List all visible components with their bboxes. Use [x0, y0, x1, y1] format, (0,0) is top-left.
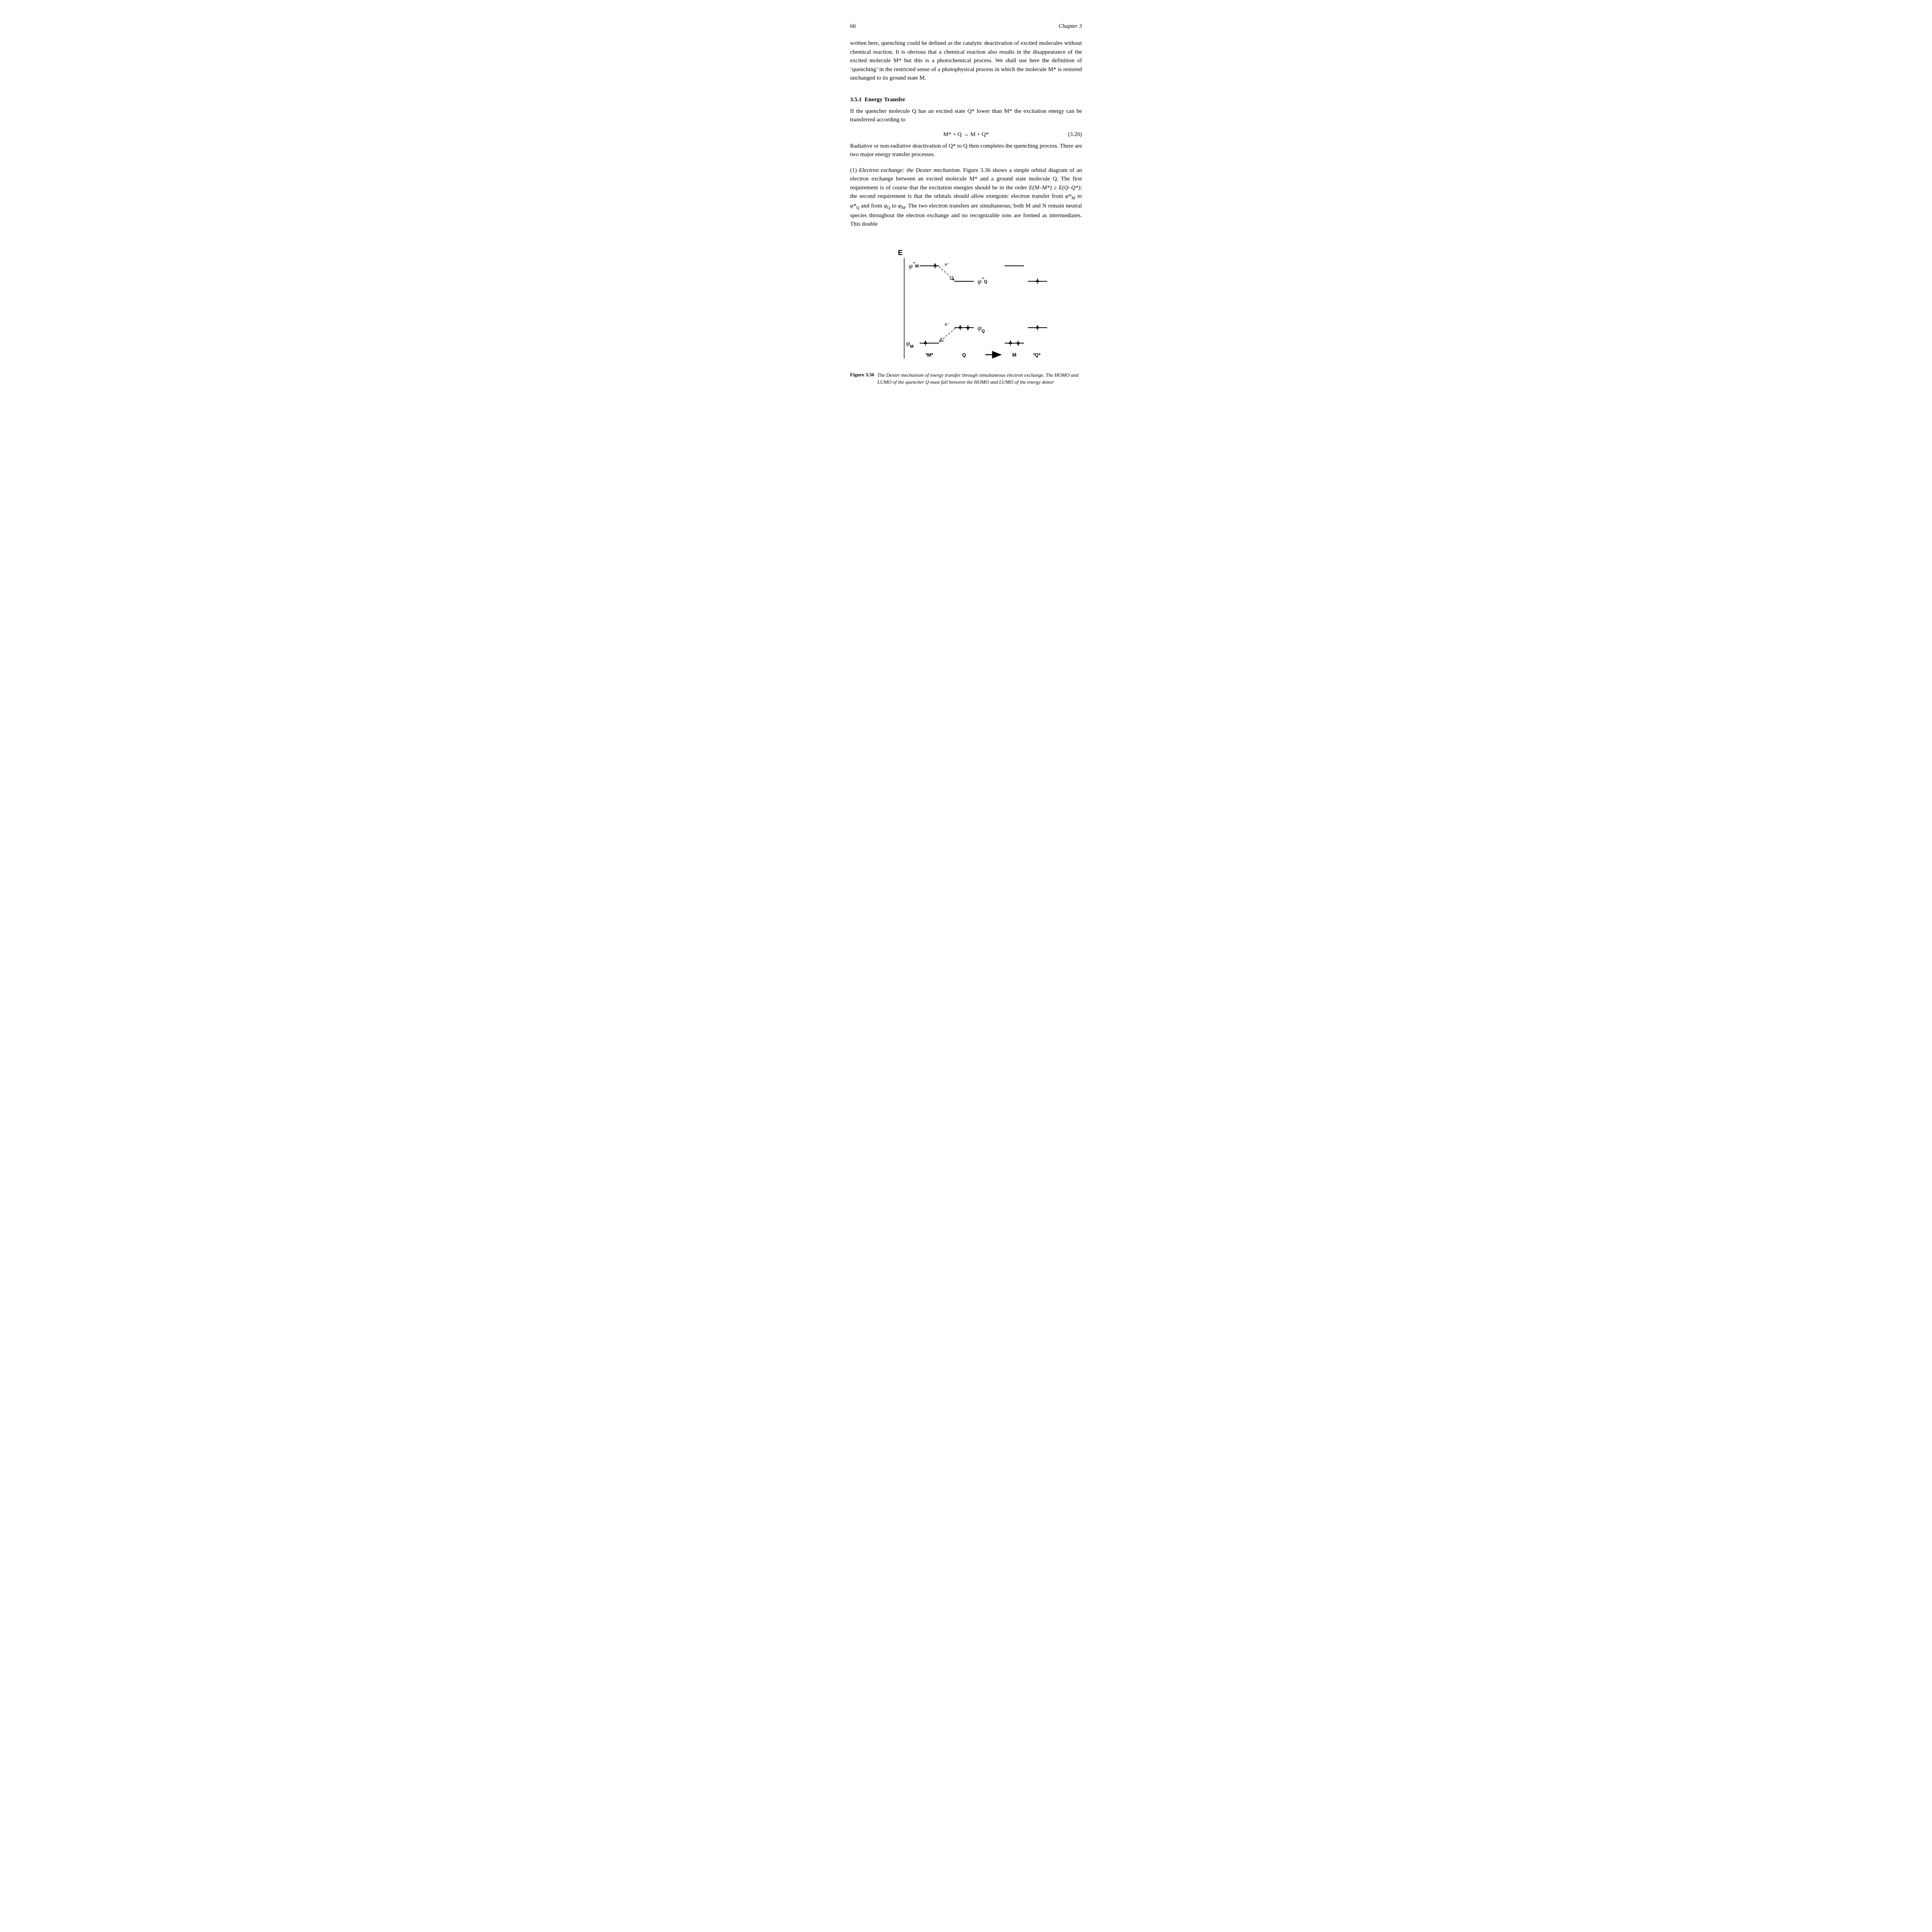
equation-number: (3.20) [1068, 131, 1082, 138]
paragraph-1: If the quencher molecule Q has an excite… [850, 107, 1082, 124]
p3-italic: Electron exchange: the Dexter mechanism. [859, 167, 961, 173]
p3-between3: to [890, 203, 898, 209]
svg-text:M: M [1012, 352, 1017, 358]
p3-phi1-sub: M [1071, 196, 1075, 201]
p3-phi4-sub: M [901, 206, 905, 210]
equation-3-20: M* + Q → M + Q* (3.20) [850, 131, 1082, 138]
paragraph-2: Radiative or non-radiative deactivation … [850, 142, 1082, 159]
svg-text:Q: Q [962, 352, 966, 358]
p3-phi3: φ [884, 203, 887, 209]
figure-3-36: Eφ*M φ*Q φQ φM e⁻ e⁻ ³M* Q M ³Q* Figure 3.36 The … [850, 243, 1082, 386]
p3-phi2-sub: Q [856, 206, 859, 210]
svg-text:φQ: φQ [978, 324, 985, 333]
section-number: 3.5.1 [850, 97, 862, 103]
p3-math: E(M–M*) ≥ E(Q–Q*) [1029, 185, 1080, 191]
svg-text:e⁻: e⁻ [945, 321, 950, 327]
p3-prefix: (1) [850, 167, 859, 173]
caption-text: The Dexter mechanism of energy transfer … [878, 372, 1082, 386]
page-number: 66 [850, 23, 856, 30]
caption-label: Figure 3.36 [850, 372, 874, 386]
dexter-diagram: Eφ*M φ*Q φQ φM e⁻ e⁻ ³M* Q M ³Q* [885, 243, 1047, 366]
figure-caption: Figure 3.36 The Dexter mechanism of ener… [850, 372, 1082, 386]
p3-between1: to [1075, 193, 1082, 199]
running-header: 66 Chapter 3 [850, 23, 1082, 30]
svg-text:E: E [898, 249, 903, 257]
page: 66 Chapter 3 written here, quenching cou… [811, 0, 1121, 432]
p3-between2: and from [859, 203, 884, 209]
chapter-label: Chapter 3 [1059, 23, 1082, 30]
p3-phi1: φ* [1065, 193, 1071, 199]
svg-text:e⁻: e⁻ [945, 262, 950, 267]
svg-text:³M*: ³M* [925, 352, 934, 358]
svg-text:φM: φM [906, 339, 913, 349]
p3-phi2: φ* [850, 203, 856, 209]
equation-text: M* + Q → M + Q* [943, 131, 989, 138]
section-heading: 3.5.1 Energy Transfer [850, 97, 1082, 103]
p3-phi3-sub: Q [887, 206, 890, 210]
intro-paragraph: written here, quenching could be defined… [850, 39, 1082, 83]
svg-text:³Q*: ³Q* [1033, 352, 1041, 358]
svg-text:φ*Q: φ*Q [978, 276, 987, 285]
section-title: Energy Transfer [865, 97, 906, 103]
svg-text:φ*M: φ*M [909, 260, 919, 270]
paragraph-3: (1) Electron exchange: the Dexter mechan… [850, 166, 1082, 229]
